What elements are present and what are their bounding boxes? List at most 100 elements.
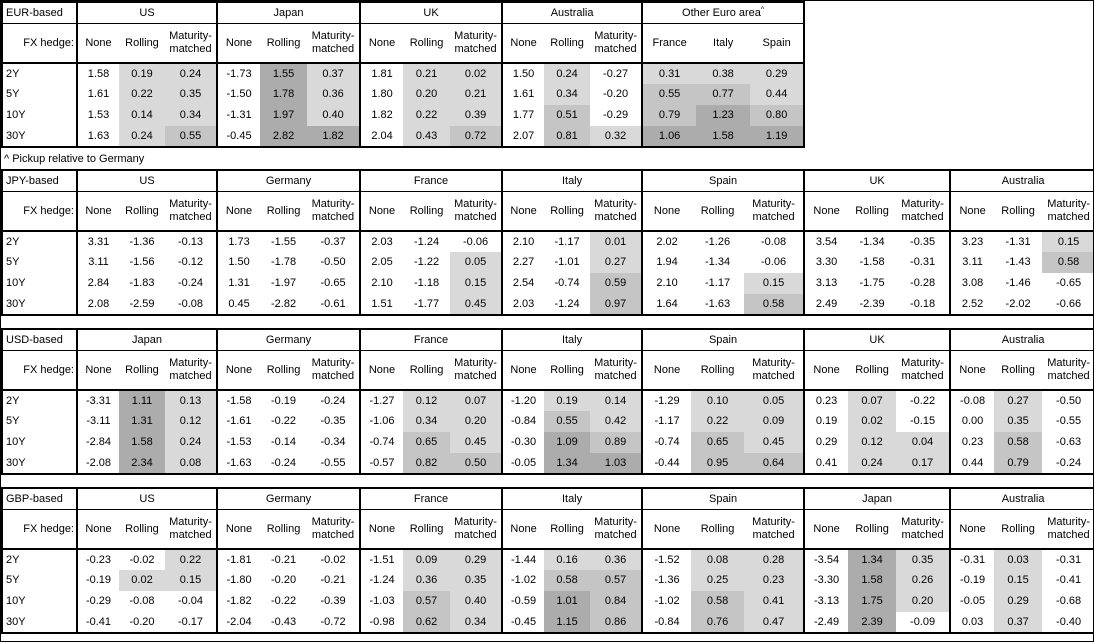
gbp-based-germany-30y-none: -2.04 <box>216 612 261 633</box>
jpy-based-germany-10y-none: 1.31 <box>216 273 261 294</box>
usd-based-australia-10y-none: 0.23 <box>949 432 995 453</box>
eur-based-row-10y: 10Y <box>2 105 78 126</box>
gbp-based-group-header-italy: Italy <box>501 488 643 510</box>
jpy-based-australia-2y-rolling: -1.31 <box>1005 235 1031 248</box>
gbp-based-italy-col-maturity-matched: Maturity-matched <box>590 509 643 550</box>
table-section-usd: USD-based Japan Germany France Italy Spain UK A… <box>1 328 1093 475</box>
usd-based-australia-col-none: None <box>949 350 995 391</box>
usd-based-italy-col-none: None <box>501 350 545 391</box>
eur-based-other-euro-area-col-spain: Spain <box>750 23 805 64</box>
jpy-based-italy-30y-maturity-matched: 0.97 <box>590 294 643 315</box>
gbp-based-italy-30y-none: -0.45 <box>501 612 545 633</box>
jpy-based-italy-2y-rolling: -1.17 <box>554 235 580 248</box>
usd-based-germany-2y-none: -1.58 <box>216 390 261 411</box>
usd-based-japan-col-maturity-matched: Maturity-matched <box>165 350 218 391</box>
eur-based-us-30y-rolling: 0.24 <box>119 126 165 147</box>
eur-based-japan-30y-none: -0.45 <box>216 126 261 147</box>
usd-based-germany-5y-rolling: -0.22 <box>270 415 297 428</box>
gbp-based-italy-10y-none: -0.59 <box>501 591 545 612</box>
eur-based-uk-10y-rolling: 0.22 <box>403 105 451 126</box>
usd-based-italy-30y-none: -0.05 <box>501 453 545 474</box>
gbp-based-france-5y-maturity-matched: 0.35 <box>450 570 503 591</box>
usd-based-spain-30y-rolling: 0.95 <box>691 453 745 474</box>
gbp-based-us-10y-rolling: -0.08 <box>129 595 155 608</box>
usd-based-australia-col-rolling: Rolling <box>994 350 1043 391</box>
jpy-based-france-5y-none: 2.05 <box>359 252 404 273</box>
jpy-based-germany-30y-maturity-matched: -0.61 <box>320 297 346 310</box>
gbp-based-italy-2y-none: -1.44 <box>501 549 545 570</box>
jpy-based-germany-30y-rolling: -2.82 <box>270 297 297 310</box>
jpy-based-germany-col-none: None <box>216 191 261 232</box>
gbp-based-australia-5y-none: -0.19 <box>949 570 995 591</box>
eur-based-other-euro-area-10y-france: 0.79 <box>641 105 697 126</box>
usd-based-japan-30y-none: -2.08 <box>76 453 119 474</box>
gbp-based-france-col-none: None <box>359 509 404 550</box>
usd-based-uk-5y-none: 0.19 <box>803 411 849 432</box>
gbp-based-spain-30y-rolling: 0.76 <box>691 612 745 633</box>
gbp-based-italy-10y-rolling: 1.01 <box>544 591 591 612</box>
gbp-based-row-10y: 10Y <box>2 591 78 612</box>
eur-based-other-euro-area-2y-spain: 0.29 <box>750 63 805 84</box>
eur-based-uk-30y-none: 2.04 <box>359 126 404 147</box>
jpy-based-us-30y-maturity-matched: -0.08 <box>177 297 204 310</box>
jpy-based-spain-30y-rolling: -1.63 <box>705 297 731 310</box>
base-label-gbp-based: GBP-based <box>2 488 78 510</box>
gbp-based-australia-2y-rolling: 0.03 <box>994 549 1043 570</box>
usd-based-germany-5y-none: -1.61 <box>216 411 261 432</box>
gbp-based-group-header-japan: Japan <box>803 488 951 510</box>
usd-based-australia-10y-maturity-matched: -0.63 <box>1056 436 1082 449</box>
gbp-based-group-header-us: US <box>75 488 218 510</box>
usd-based-uk-10y-maturity-matched: 0.04 <box>896 432 951 453</box>
gbp-based-japan-2y-maturity-matched: 0.35 <box>896 549 951 570</box>
usd-based-spain-col-none: None <box>641 350 692 391</box>
jpy-based-france-30y-none: 1.51 <box>359 294 404 315</box>
eur-based-other-euro-area-col-italy: Italy <box>696 23 751 64</box>
gbp-based-spain-10y-maturity-matched: 0.41 <box>744 591 805 612</box>
usd-based-italy-10y-none: -0.30 <box>501 432 545 453</box>
usd-based-germany-30y-rolling: -0.24 <box>270 456 297 469</box>
usd-based-uk-30y-none: 0.41 <box>803 453 849 474</box>
eur-based-row-2y: 2Y <box>2 63 78 84</box>
eur-based-australia-30y-rolling: 0.81 <box>544 126 591 147</box>
usd-based-japan-30y-maturity-matched: 0.08 <box>165 453 218 474</box>
table-section-gbp: GBP-based US Germany France Italy Spain Japan A… <box>1 487 1093 634</box>
eur-based-uk-30y-rolling: 0.43 <box>403 126 451 147</box>
eur-based-australia-10y-none: 1.77 <box>501 105 545 126</box>
eur-based-group-header-other-euro-area: Other Euro area^ <box>641 2 805 24</box>
jpy-based-spain-2y-none: 2.02 <box>641 231 692 252</box>
jpy-based-us-col-none: None <box>76 191 119 232</box>
jpy-based-us-col-rolling: Rolling <box>119 191 165 232</box>
eur-based-australia-col-rolling: Rolling <box>544 23 591 64</box>
gbp-based-germany-col-none: None <box>216 509 261 550</box>
gbp-based-australia-5y-maturity-matched: -0.41 <box>1056 574 1082 587</box>
jpy-based-italy-col-none: None <box>501 191 545 232</box>
eur-based-japan-col-maturity-matched: Maturity-matched <box>307 23 361 64</box>
gbp-based-australia-30y-none: 0.03 <box>949 612 995 633</box>
jpy-based-italy-10y-none: 2.54 <box>501 273 545 294</box>
jpy-based-australia-5y-rolling: -1.43 <box>1005 256 1031 269</box>
gbp-based-germany-2y-rolling: -0.21 <box>270 553 297 566</box>
gbp-based-us-5y-rolling: 0.02 <box>119 570 165 591</box>
gbp-based-australia-30y-maturity-matched: -0.40 <box>1056 615 1082 628</box>
usd-based-spain-30y-none: -0.44 <box>641 453 692 474</box>
usd-based-france-30y-rolling: 0.82 <box>403 453 451 474</box>
gbp-based-spain-2y-maturity-matched: 0.28 <box>744 549 805 570</box>
usd-based-group-header-france: France <box>359 329 503 351</box>
usd-based-spain-col-maturity-matched: Maturity-matched <box>744 350 805 391</box>
usd-based-germany-col-maturity-matched: Maturity-matched <box>307 350 361 391</box>
jpy-based-group-header-italy: Italy <box>501 170 643 192</box>
fx-hedge-label-jpy-based: FX hedge: <box>2 191 78 232</box>
jpy-based-spain-30y-maturity-matched: 0.58 <box>744 294 805 315</box>
usd-based-italy-30y-maturity-matched: 1.03 <box>590 453 643 474</box>
jpy-based-group-header-germany: Germany <box>216 170 361 192</box>
gbp-based-japan-col-none: None <box>803 509 849 550</box>
usd-based-uk-2y-maturity-matched: -0.22 <box>910 394 936 407</box>
gbp-based-australia-30y-rolling: 0.37 <box>994 612 1043 633</box>
usd-based-australia-5y-rolling: 0.35 <box>994 411 1043 432</box>
gbp-based-france-30y-maturity-matched: 0.34 <box>450 612 503 633</box>
usd-based-australia-5y-none: 0.00 <box>949 411 995 432</box>
jpy-based-germany-30y-none: 0.45 <box>216 294 261 315</box>
jpy-based-italy-30y-rolling: -1.24 <box>554 297 580 310</box>
eur-based-group-header-us: US <box>75 2 218 24</box>
